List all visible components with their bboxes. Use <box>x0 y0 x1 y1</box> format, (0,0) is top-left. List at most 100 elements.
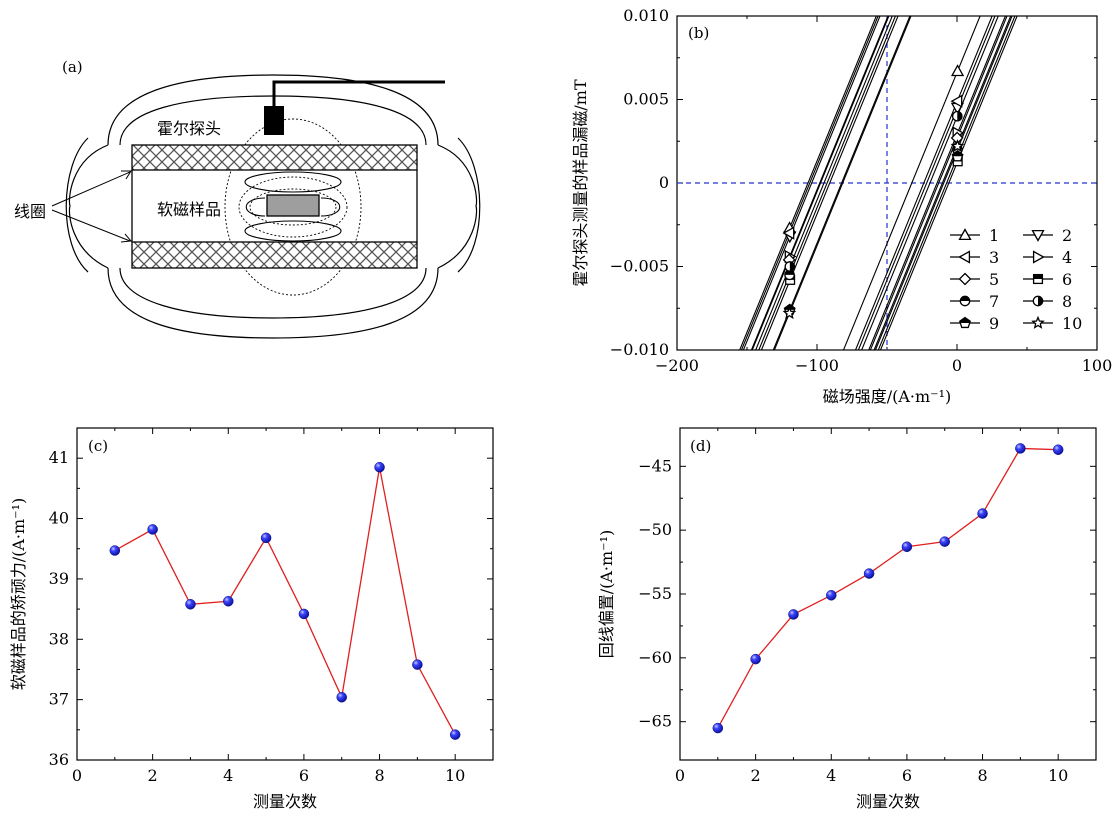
legend-item: 6 <box>1023 270 1072 289</box>
x-tick-label: 2 <box>751 766 761 785</box>
panel-d-ylabel: 回线偏置/(A·m⁻¹) <box>597 530 616 659</box>
panel-c-series <box>109 461 461 740</box>
marker-triangle-right <box>1032 250 1045 264</box>
legend-item: 3 <box>950 248 999 267</box>
y-tick-label: −50 <box>638 520 672 539</box>
probe-cable <box>272 80 445 106</box>
data-point <box>449 729 461 740</box>
data-point <box>147 524 158 535</box>
marker-diamond <box>958 272 972 286</box>
y-tick-label: 0.010 <box>623 6 669 25</box>
marker-star <box>1031 315 1045 329</box>
series-line <box>717 447 1059 729</box>
legend-label: 4 <box>1062 248 1072 267</box>
x-tick-label: 10 <box>1048 766 1068 785</box>
marker-circle-half <box>951 110 963 122</box>
marker-triangle-left <box>950 94 963 108</box>
panel-c-ylabel: 软磁样品的矫顽力/(A·m⁻¹) <box>9 498 28 691</box>
panel-b-markers <box>782 64 965 320</box>
x-tick-label: 4 <box>223 766 233 785</box>
loop-right-branch <box>857 16 996 350</box>
loop-left-branch <box>751 16 890 350</box>
marker-pentagon <box>951 149 964 162</box>
marker-triangle-up <box>950 64 965 77</box>
legend-item: 7 <box>950 292 999 311</box>
legend-item: 4 <box>1023 248 1072 267</box>
marker-triangle-left <box>958 250 971 264</box>
panel-c-label: (c) <box>88 437 108 455</box>
data-point <box>901 541 913 553</box>
x-tick-label: 0 <box>952 356 962 375</box>
data-point <box>826 590 837 601</box>
loop-right-branch <box>873 16 1012 350</box>
loop-left-branch <box>760 16 899 350</box>
panel-c-frame <box>76 427 494 761</box>
data-point <box>863 568 875 579</box>
loop-right-branch <box>868 16 1006 350</box>
x-tick-label: −100 <box>795 356 839 375</box>
coil-top <box>131 144 418 171</box>
data-point <box>298 608 310 620</box>
panel-d-chart: (d) 0 2 4 6 8 10 −65 −60 −55 −50 −45 测量次数 回线偏置/(A·… <box>597 427 1097 811</box>
panel-b-ylabel: 霍尔探头测量的样品漏磁/mT <box>571 79 590 287</box>
x-tick-label: 8 <box>977 766 987 785</box>
marker-triangle-up <box>958 228 972 241</box>
legend-item: 5 <box>950 270 999 289</box>
y-tick-label: 36 <box>49 750 69 769</box>
panel-a-schematic: (a) <box>14 58 481 339</box>
panel-b-chart: (b) −200 −100 0 100−0.010−0.00500.0050.010 … <box>571 6 1112 406</box>
y-tick-label: 40 <box>49 509 69 528</box>
y-tick-label: 41 <box>49 448 69 467</box>
data-point <box>185 599 196 610</box>
loop-right-branch <box>877 16 1016 350</box>
legend-label: 8 <box>1062 292 1072 311</box>
data-point <box>712 722 724 734</box>
marker-triangle-left <box>782 226 795 240</box>
data-point <box>374 461 385 473</box>
y-tick-label: 0 <box>659 173 669 192</box>
x-tick-label: 8 <box>374 766 384 785</box>
loop-left-branch <box>755 16 893 350</box>
data-point <box>977 508 988 519</box>
x-tick-label: 6 <box>299 766 309 785</box>
marker-circle-half <box>1032 295 1044 307</box>
hall-probe <box>264 106 284 135</box>
panel-b-label: (b) <box>688 24 709 42</box>
panel-d-frame <box>679 427 1097 761</box>
data-point <box>750 653 761 665</box>
marker-circle-half <box>784 261 796 272</box>
y-tick-label: 0.005 <box>623 90 669 109</box>
data-point <box>939 536 950 547</box>
y-tick-label: 37 <box>49 690 69 709</box>
x-tick-label: 4 <box>826 766 836 785</box>
loop-right-branch <box>861 16 999 350</box>
y-tick-label: −0.010 <box>610 340 669 359</box>
x-tick-label: −200 <box>655 356 699 375</box>
inner-field-lines <box>224 118 362 296</box>
marker-pentagon <box>959 316 971 329</box>
marker-square <box>1032 273 1044 285</box>
panel-d-series <box>712 443 1064 734</box>
marker-star <box>950 139 965 153</box>
y-tick-label: 38 <box>49 629 69 648</box>
panel-a-label: (a) <box>62 58 83 76</box>
loop-left-branch <box>740 16 879 350</box>
sample-label: 软磁样品 <box>157 200 221 219</box>
legend-label: 9 <box>989 314 999 333</box>
loop-right-branch <box>855 16 993 350</box>
legend-item: 8 <box>1023 292 1072 311</box>
panel-b-axes: −200 −100 0 100 −0.010 −0.005 0 0.005 0.010 <box>610 6 1112 375</box>
panel-d-axes: 0 2 4 6 8 10 −65 −60 −55 −50 −45 <box>638 428 1096 785</box>
data-point <box>336 691 347 703</box>
x-tick-label: 0 <box>675 766 685 785</box>
series-line <box>114 467 456 735</box>
x-tick-label: 10 <box>445 766 465 785</box>
panel-c-xlabel: 测量次数 <box>253 792 317 811</box>
outer-field-lines <box>65 74 481 339</box>
loop-left-branch <box>739 16 877 350</box>
sample-field-lines <box>244 171 342 242</box>
x-tick-label: 2 <box>148 766 158 785</box>
soft-magnetic-sample <box>266 194 320 217</box>
y-tick-label: 39 <box>49 569 69 588</box>
